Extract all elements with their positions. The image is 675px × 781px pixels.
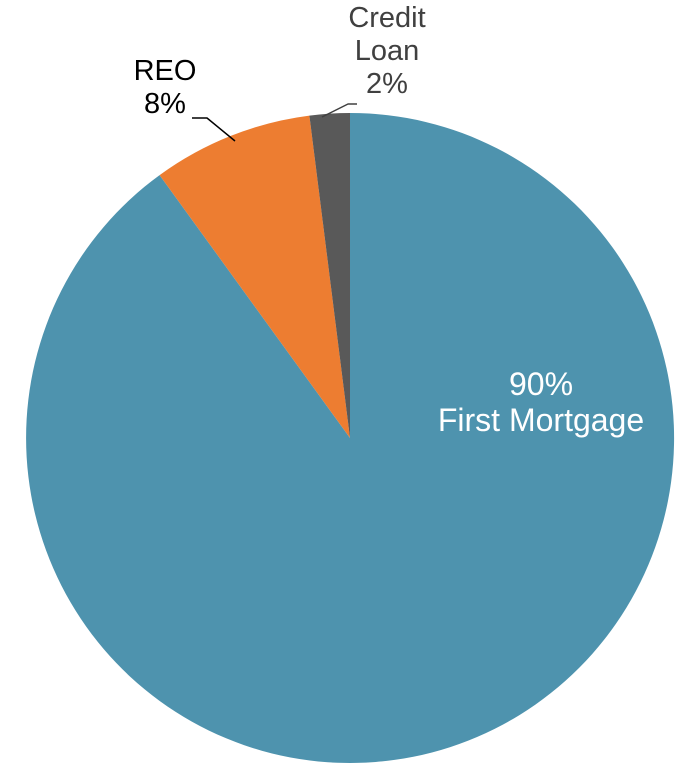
pie-slice-reo xyxy=(159,115,350,438)
pie-slice-credit-loan xyxy=(309,113,350,438)
label-credit-loan-line2: Loan xyxy=(354,35,420,67)
leader-line-credit-loan xyxy=(321,103,357,118)
label-first-mortgage-line2: First Mortgage xyxy=(437,402,645,438)
pie-slices xyxy=(26,112,675,763)
label-first-mortgage-value: 90% xyxy=(508,366,574,402)
label-credit-loan-line1: Credit xyxy=(348,2,426,34)
label-reo: REO 8% xyxy=(134,55,197,121)
pie-slice-first-mortgage xyxy=(26,112,675,763)
label-reo-line1: REO xyxy=(133,55,197,87)
leader-line-reo xyxy=(192,117,236,142)
label-reo-value: 8% xyxy=(144,88,186,120)
label-credit-loan: Credit Loan 2% xyxy=(348,2,425,101)
label-first-mortgage: 90% First Mortgage xyxy=(438,366,644,438)
label-credit-loan-value: 2% xyxy=(366,68,408,100)
